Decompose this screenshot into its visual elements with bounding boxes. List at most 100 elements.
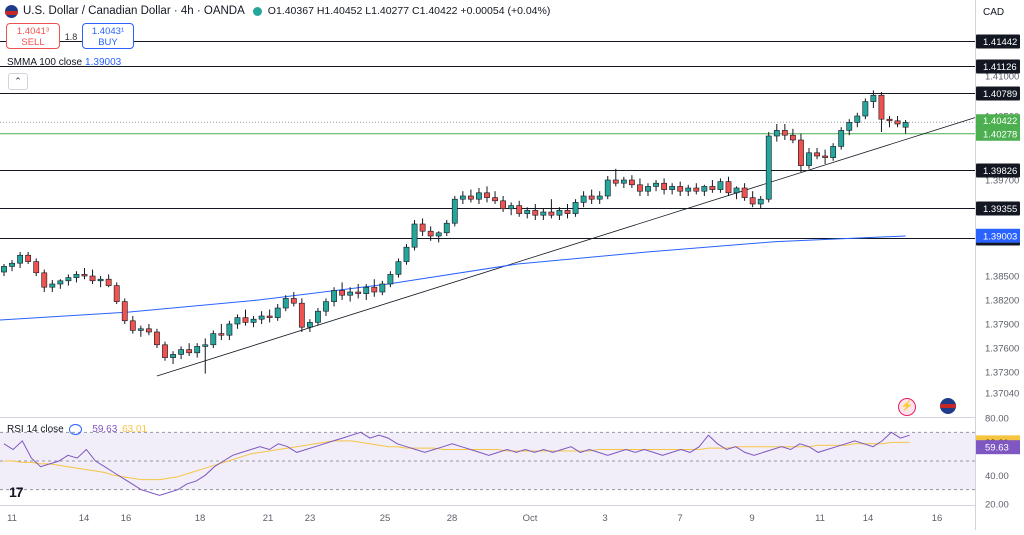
currency-label[interactable]: CAD <box>983 7 1005 18</box>
time-tick-label: 14 <box>79 513 90 524</box>
candle-body <box>363 286 370 294</box>
candle-body <box>596 195 603 200</box>
level-badge <box>976 201 1020 216</box>
candle <box>620 176 627 188</box>
candle <box>451 196 458 227</box>
candle-body <box>878 94 885 120</box>
candle-body <box>411 223 418 248</box>
candle-body <box>379 283 386 293</box>
candle <box>210 330 217 348</box>
candle <box>266 309 273 323</box>
symbol-title[interactable]: U.S. Dollar / Canadian Dollar · 4h · OAN… <box>23 5 245 17</box>
time-tick-label: 21 <box>263 513 274 524</box>
candle-body <box>347 291 354 296</box>
trendline <box>156 117 976 377</box>
candle-body <box>645 186 651 192</box>
candle-body <box>886 118 893 122</box>
candle-body <box>57 280 64 285</box>
buy-price: 1.4043¹ <box>91 26 125 37</box>
candle-body <box>733 187 740 194</box>
level-badge-label: 1.41442 <box>983 37 1017 48</box>
candle <box>323 298 329 316</box>
candle-body <box>677 186 684 192</box>
candle <box>97 276 104 288</box>
candle <box>661 178 667 195</box>
candle-body <box>484 192 490 198</box>
candle <box>524 207 531 219</box>
level-badge <box>976 163 1020 178</box>
candle-body <box>73 274 80 278</box>
candle-body <box>548 211 555 216</box>
candle-body <box>266 315 273 318</box>
candle-body <box>17 254 23 264</box>
candle-body <box>282 298 289 309</box>
smma-value: 1.39003 <box>85 57 122 68</box>
candle-body <box>572 202 579 214</box>
buy-label: BUY <box>98 37 118 48</box>
candle-body <box>395 261 402 275</box>
candle <box>886 116 893 128</box>
tradingview-logo[interactable]: 17 <box>9 484 24 500</box>
candle-body <box>476 192 482 200</box>
level-badge-label: 1.41126 <box>983 62 1017 73</box>
candle <box>137 325 144 337</box>
rsi-badge <box>976 440 1020 455</box>
time-tick-label: 3 <box>602 513 607 524</box>
candle <box>757 196 764 209</box>
sell-label: SELL <box>21 37 45 48</box>
candle <box>258 311 265 324</box>
rsi-legend[interactable]: RSI 14 close 59.63 63.01 <box>7 424 147 435</box>
candle-body <box>427 230 434 237</box>
candle-body <box>218 333 225 336</box>
candle-body <box>242 317 249 323</box>
candle <box>9 260 15 272</box>
level-badge-label: 1.39355 <box>983 204 1017 215</box>
candle <box>854 112 861 128</box>
level-badge-label: 1.40789 <box>983 89 1017 100</box>
candle <box>476 188 482 204</box>
candle <box>379 280 386 296</box>
visibility-icon[interactable] <box>69 424 83 435</box>
candle-body <box>781 130 788 136</box>
flash-icon[interactable]: ⚡ <box>898 398 916 416</box>
candle <box>838 127 845 150</box>
flag-icon[interactable] <box>940 398 956 414</box>
candle-body <box>323 301 329 312</box>
price-tick-label: 1.38200 <box>985 296 1019 307</box>
price-tick-label: 1.37040 <box>985 388 1019 399</box>
buy-button[interactable]: 1.4043¹ BUY <box>82 23 134 49</box>
low-marker-label: 1.40278 <box>983 129 1017 140</box>
candle-body <box>339 290 345 296</box>
candle-body <box>234 317 241 325</box>
candle <box>105 274 112 288</box>
candle <box>612 168 619 187</box>
candle <box>669 183 676 195</box>
candle-body <box>814 152 820 157</box>
rsi-ma-line <box>4 440 910 481</box>
candle-body <box>725 181 732 194</box>
candle <box>41 269 48 292</box>
rsi-tick-label: 20.00 <box>985 500 1009 511</box>
smma-badge-label: 1.39003 <box>983 231 1017 242</box>
candle <box>459 191 466 204</box>
time-tick-label: 18 <box>195 513 206 524</box>
candle <box>685 184 692 196</box>
candle-body <box>355 291 362 294</box>
candle-body <box>661 182 667 190</box>
candle-body <box>290 298 297 304</box>
sell-button[interactable]: 1.4041³ SELL <box>6 23 60 49</box>
price-tick-label: 1.37900 <box>985 320 1019 331</box>
candle <box>806 148 812 169</box>
usd-cad-flag-icon <box>5 4 18 18</box>
candle <box>484 186 490 203</box>
market-open-icon <box>252 6 262 16</box>
candle <box>339 282 345 300</box>
candle <box>218 324 225 340</box>
level-badge <box>976 59 1020 74</box>
collapse-legend-button[interactable]: ⌃ <box>8 73 28 90</box>
candle <box>765 132 772 203</box>
rsi-value: 59.63 <box>92 424 118 436</box>
smma-legend[interactable]: SMMA 100 close 1.39003 <box>7 57 121 68</box>
